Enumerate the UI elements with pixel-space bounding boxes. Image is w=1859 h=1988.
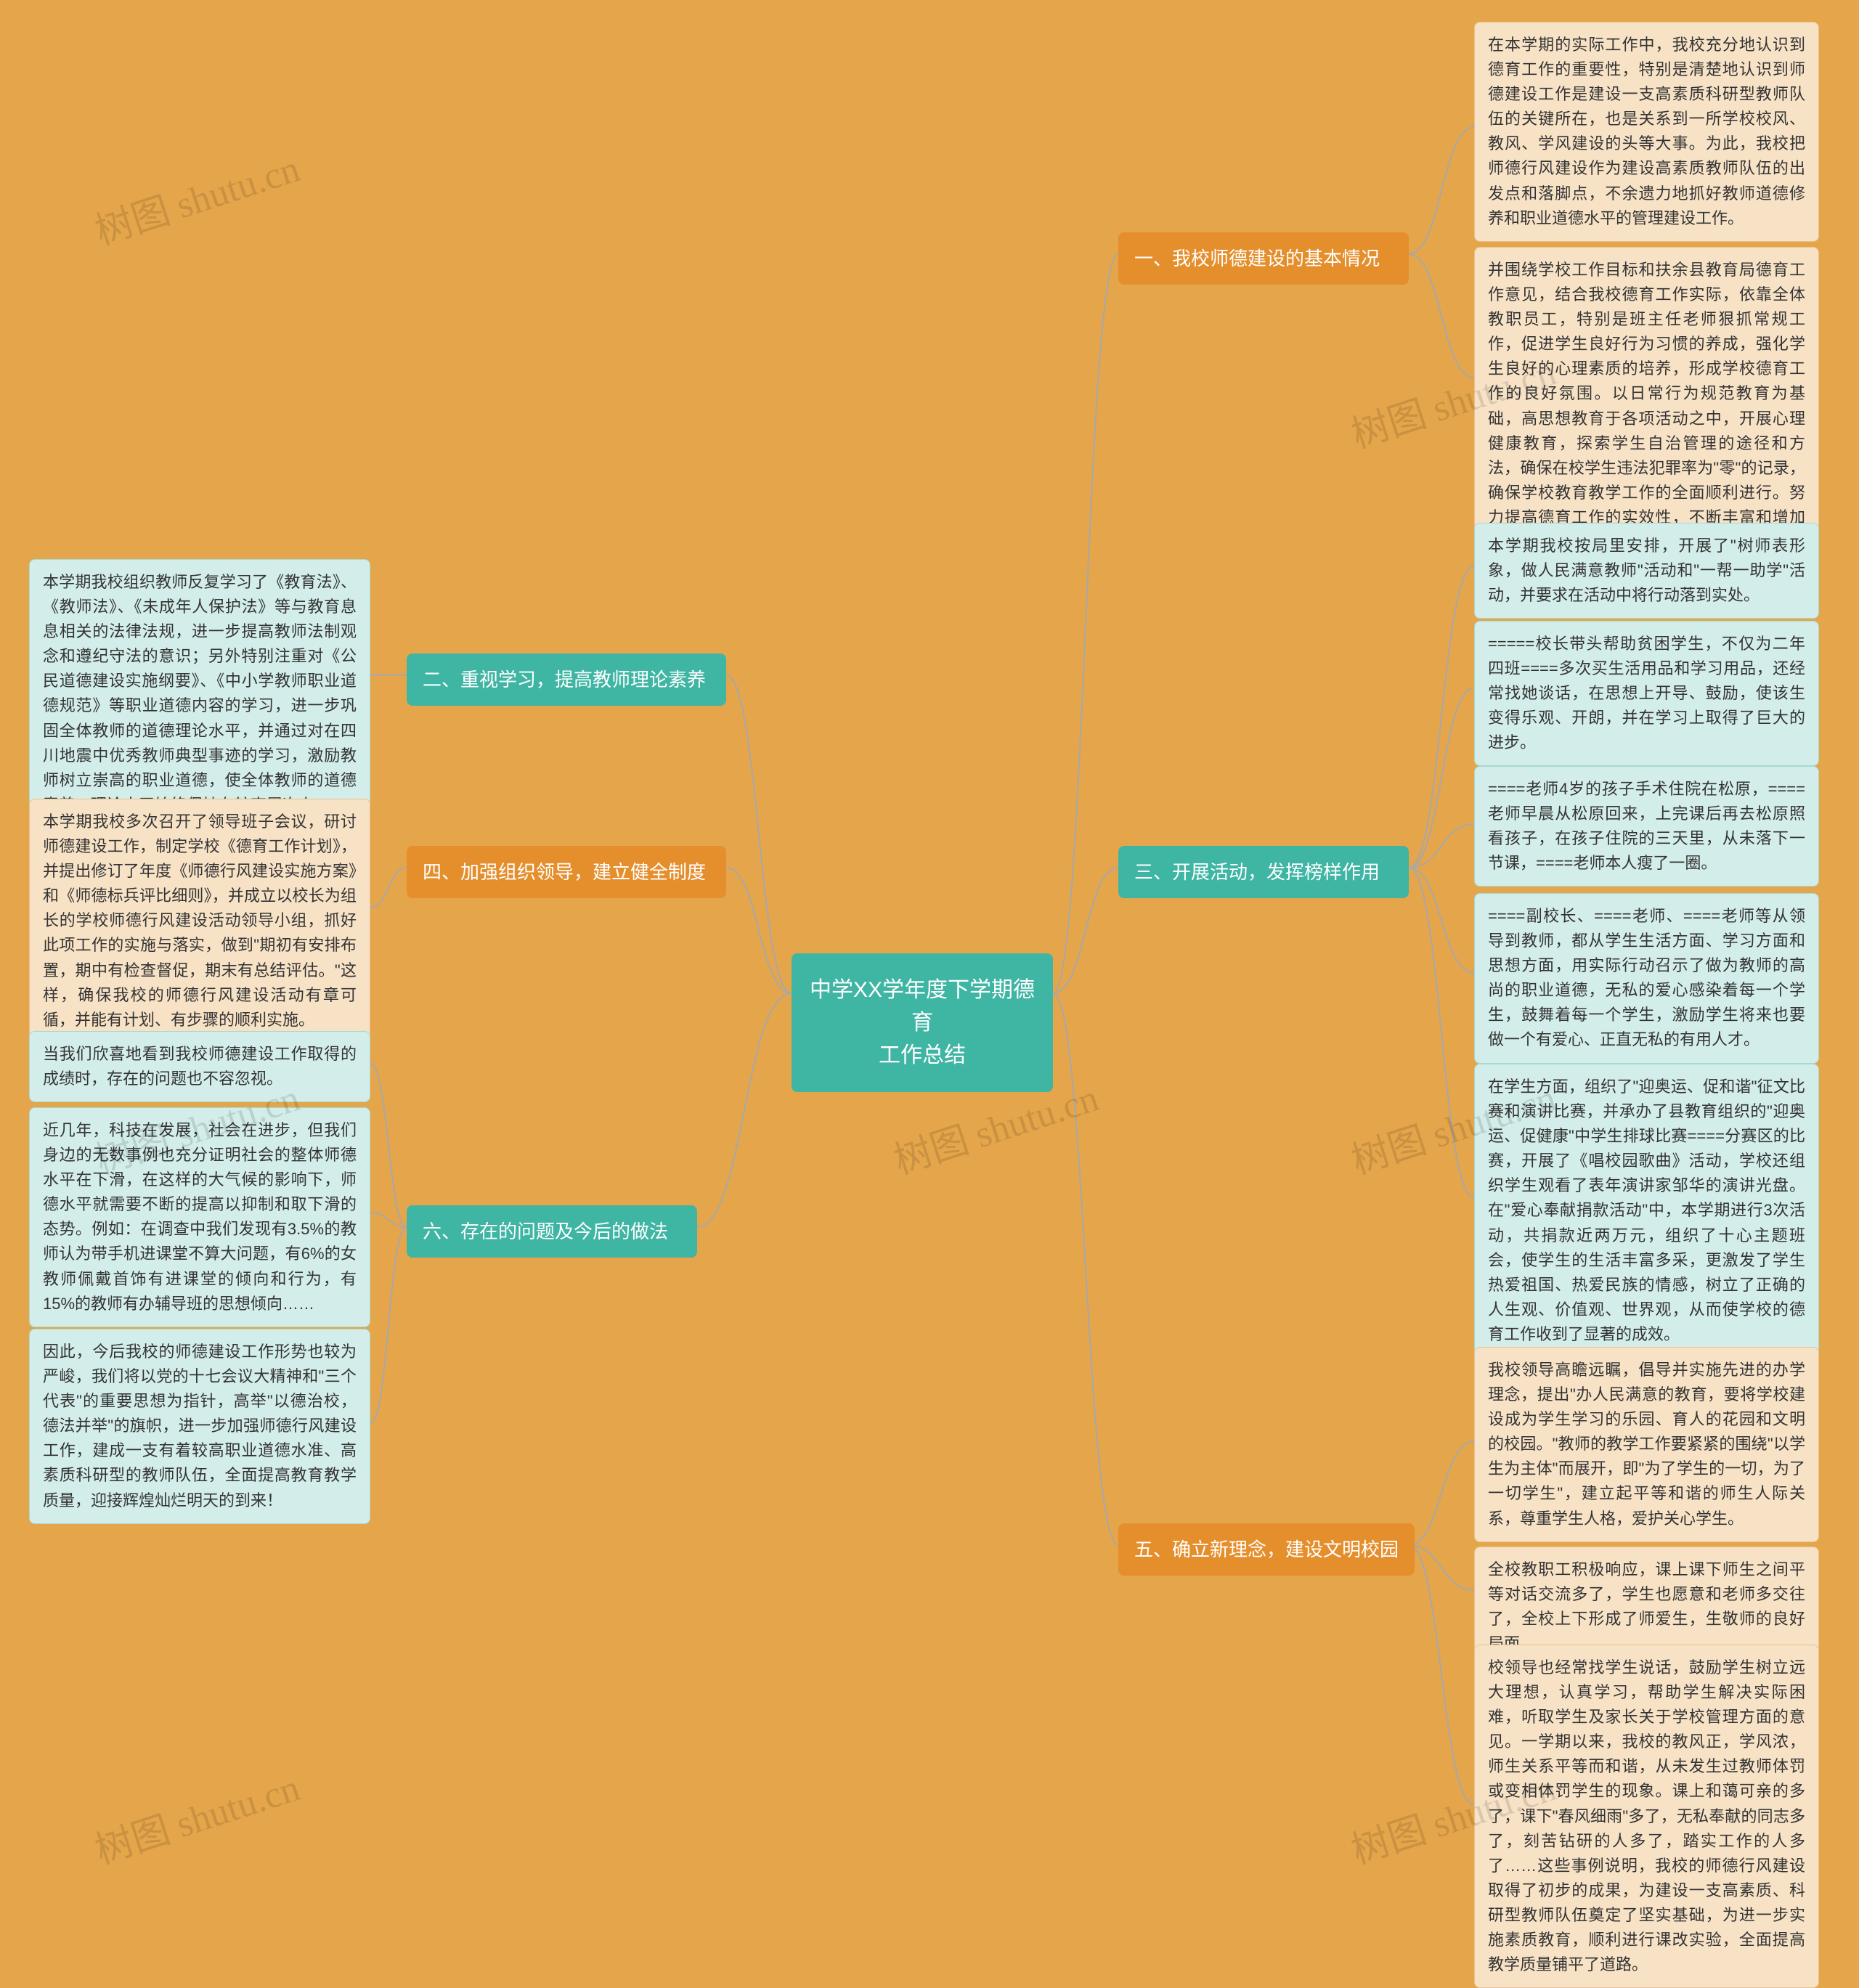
watermark: 树图 shutu.cn <box>87 138 306 255</box>
leaf-b3-1: =====校长带头帮助贫困学生，不仅为二年四班====多次买生活用品和学习用品，… <box>1474 621 1819 766</box>
branch-b5: 五、确立新理念，建设文明校园 <box>1118 1523 1415 1576</box>
leaf-b3-0: 本学期我校按局里安排，开展了"树师表形象，做人民满意教师"活动和"一帮一助学"活… <box>1474 523 1819 619</box>
leaf-b1-1: 并围绕学校工作目标和扶余县教育局德育工作意见，结合我校德育工作实际，依靠全体教职… <box>1474 247 1819 566</box>
leaf-b3-3: ====副校长、====老师、====老师等从领导到教师，都从学生生活方面、学习… <box>1474 893 1819 1064</box>
leaf-b6-1: 近几年，科技在发展，社会在进步，但我们身边的无数事例也充分证明社会的整体师德水平… <box>29 1107 370 1327</box>
leaf-b3-2: ====老师4岁的孩子手术住院在松原，====老师早晨从松原回来，上完课后再去松… <box>1474 766 1819 887</box>
watermark: 树图 shutu.cn <box>87 1757 306 1874</box>
leaf-b5-2: 校领导也经常找学生说话，鼓励学生树立远大理想，认真学习，帮助学生解决实际困难，听… <box>1474 1645 1819 1988</box>
leaf-b6-0: 当我们欣喜地看到我校师德建设工作取得的成绩时，存在的问题也不容忽视。 <box>29 1031 370 1102</box>
branch-b3: 三、开展活动，发挥榜样作用 <box>1118 846 1409 898</box>
leaf-b6-2: 因此，今后我校的师德建设工作形势也较为严峻，我们将以党的十七会议大精神和"三个代… <box>29 1329 370 1524</box>
leaf-b2-0: 本学期我校组织教师反复学习了《教育法》、《教师法》、《未成年人保护法》等与教育息… <box>29 559 370 828</box>
leaf-b4-0: 本学期我校多次召开了领导班子会议，研讨师德建设工作，制定学校《德育工作计划》，并… <box>29 799 370 1043</box>
branch-b6: 六、存在的问题及今后的做法 <box>407 1205 697 1258</box>
branch-b1: 一、我校师德建设的基本情况 <box>1118 232 1409 285</box>
branch-b4: 四、加强组织领导，建立健全制度 <box>407 846 726 898</box>
branch-b2: 二、重视学习，提高教师理论素养 <box>407 653 726 706</box>
leaf-b3-4: 在学生方面，组织了"迎奥运、促和谐"征文比赛和演讲比赛，并承办了县教育组织的"迎… <box>1474 1064 1819 1358</box>
leaf-b1-0: 在本学期的实际工作中，我校充分地认识到德育工作的重要性，特别是清楚地认识到师德建… <box>1474 22 1819 242</box>
leaf-b5-0: 我校领导高瞻远瞩，倡导并实施先进的办学理念，提出"办人民满意的教育，要将学校建设… <box>1474 1347 1819 1542</box>
root-node: 中学XX学年度下学期德育工作总结 <box>792 953 1053 1092</box>
